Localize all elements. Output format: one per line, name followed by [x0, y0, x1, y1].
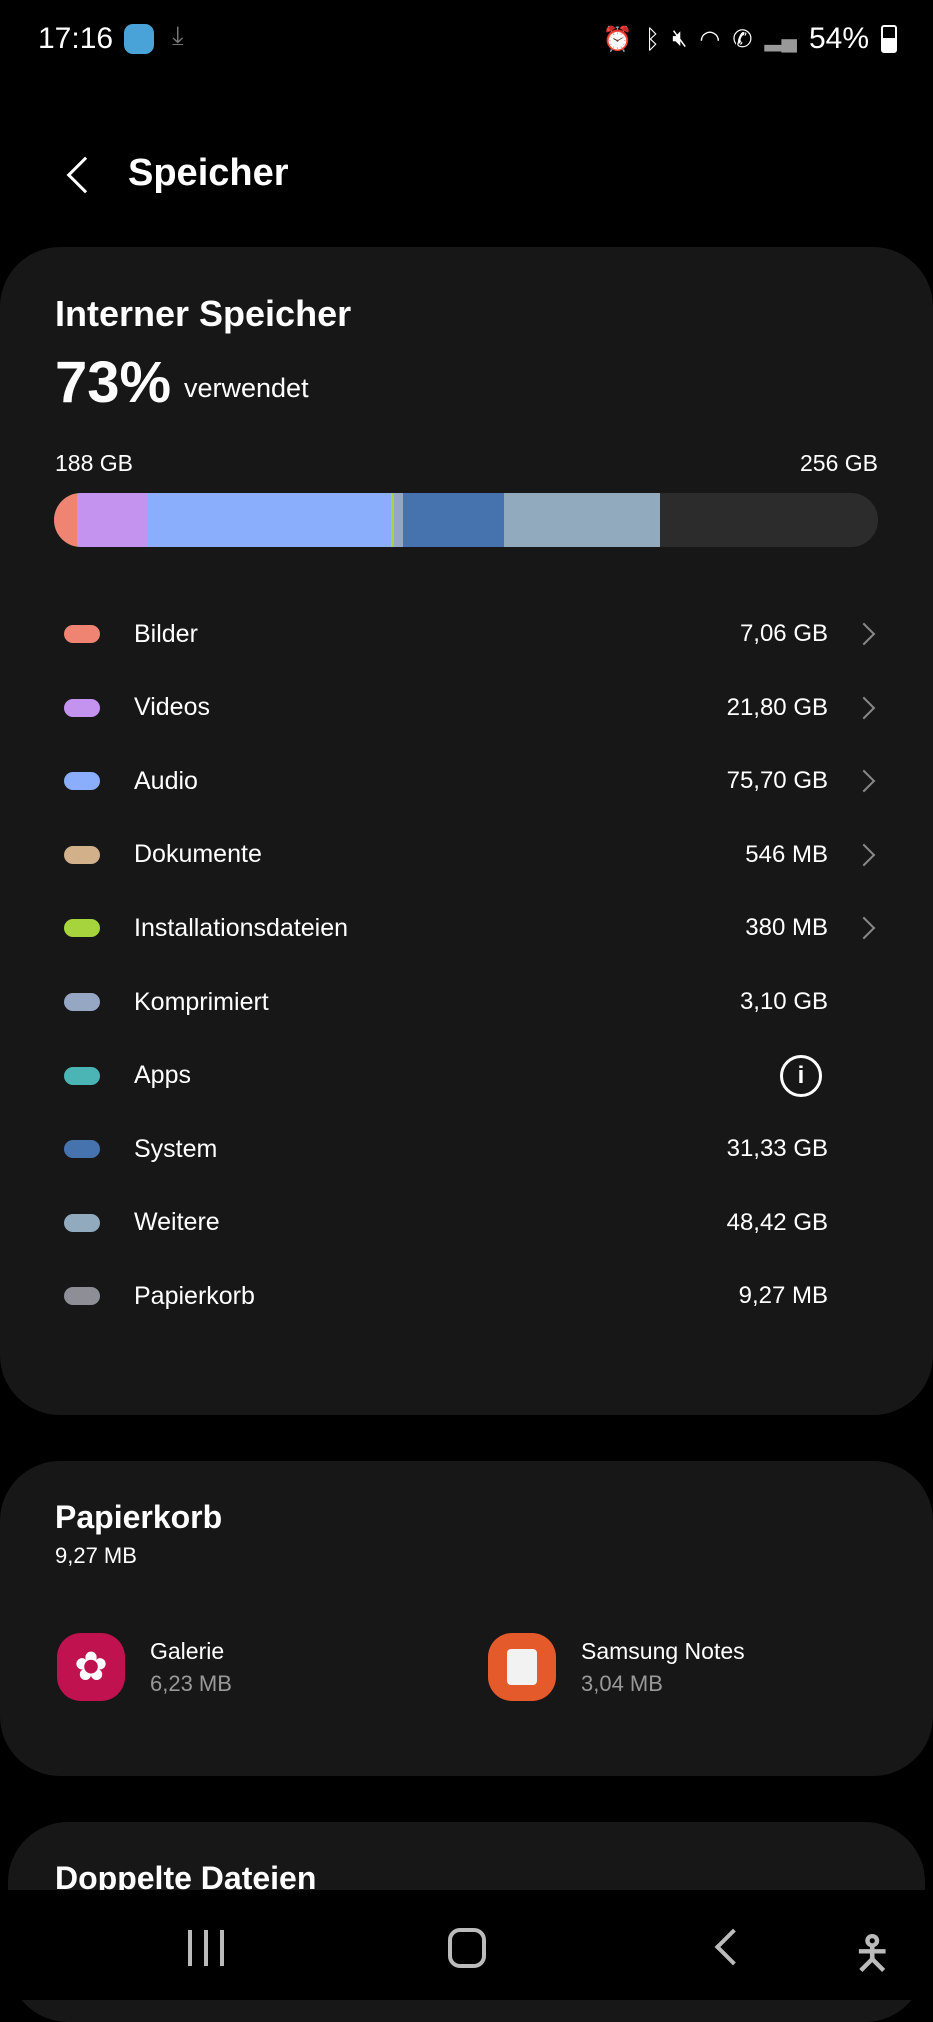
category-label: Apps	[134, 1061, 191, 1090]
notes-icon	[488, 1633, 556, 1701]
signal-icon: ▂▄	[764, 26, 797, 52]
trash-title: Papierkorb	[55, 1499, 222, 1536]
status-time: 17:16	[38, 22, 113, 56]
game-app-icon	[124, 24, 154, 54]
app-name: Galerie	[150, 1638, 232, 1665]
category-row-papierkorb: Papierkorb 9,27 MB	[0, 1266, 933, 1326]
category-label: System	[134, 1135, 217, 1164]
category-value: 380 MB	[745, 914, 828, 942]
category-value: 48,42 GB	[727, 1209, 828, 1237]
alarm-icon: ⏰	[603, 25, 633, 54]
wifi-icon: ◠	[699, 25, 720, 54]
category-label: Papierkorb	[134, 1282, 255, 1311]
category-label: Dokumente	[134, 840, 262, 869]
color-dot	[64, 1214, 100, 1232]
trash-size: 9,27 MB	[55, 1543, 137, 1569]
page-title: Speicher	[128, 152, 289, 195]
internal-storage-title: Interner Speicher	[55, 293, 351, 335]
category-row-apps[interactable]: Apps i	[0, 1046, 933, 1106]
category-row-weitere: Weitere 48,42 GB	[0, 1193, 933, 1253]
color-dot	[64, 1067, 100, 1085]
mute-icon: 🔇︎	[672, 25, 687, 53]
category-value: 31,33 GB	[727, 1135, 828, 1163]
category-value: 7,06 GB	[740, 620, 828, 648]
used-percent: 73%	[55, 349, 171, 416]
category-value: 75,70 GB	[727, 767, 828, 795]
chevron-right-icon	[853, 770, 876, 793]
status-bar: 17:16 ⤓ ⏰ ᛒ 🔇︎ ◠ ✆ ▂▄ 54%	[0, 18, 933, 62]
color-dot	[64, 1287, 100, 1305]
back-arrow-icon	[67, 157, 104, 194]
category-label: Bilder	[134, 620, 198, 649]
bar-segment-audio	[147, 493, 391, 547]
flower-icon: ✿	[57, 1633, 125, 1701]
category-row-audio[interactable]: Audio 75,70 GB	[0, 751, 933, 811]
wifi-call-icon: ✆	[732, 25, 752, 54]
chevron-right-icon	[853, 843, 876, 866]
bar-segment-videos	[77, 493, 147, 547]
storage-usage-bar	[54, 493, 878, 547]
back-icon[interactable]	[715, 1929, 752, 1966]
info-icon[interactable]: i	[780, 1055, 822, 1097]
bar-segment-weitere	[504, 493, 660, 547]
category-value: 3,10 GB	[740, 988, 828, 1016]
bluetooth-icon: ᛒ	[645, 24, 661, 55]
category-value: 9,27 MB	[739, 1282, 828, 1310]
color-dot	[64, 993, 100, 1011]
color-dot	[64, 625, 100, 643]
used-label: verwendet	[184, 373, 309, 404]
app-name: Samsung Notes	[581, 1638, 745, 1665]
category-label: Audio	[134, 767, 198, 796]
color-dot	[64, 699, 100, 717]
category-row-komprimiert: Komprimiert 3,10 GB	[0, 972, 933, 1032]
color-dot	[64, 846, 100, 864]
category-row-system: System 31,33 GB	[0, 1119, 933, 1179]
download-icon: ⤓	[172, 20, 184, 52]
category-label: Videos	[134, 693, 210, 722]
category-label: Installationsdateien	[134, 914, 348, 943]
home-icon[interactable]	[448, 1928, 486, 1968]
category-value: 546 MB	[745, 841, 828, 869]
recents-icon[interactable]	[188, 1930, 224, 1966]
accessibility-icon[interactable]: 🯅	[852, 1920, 892, 1998]
category-value: 21,80 GB	[727, 694, 828, 722]
category-row-bilder[interactable]: Bilder 7,06 GB	[0, 604, 933, 664]
trash-app-galerie[interactable]: ✿ Galerie 6,23 MB	[57, 1633, 232, 1701]
bar-segment-system	[403, 493, 504, 547]
app-size: 6,23 MB	[150, 1671, 232, 1697]
color-dot	[64, 919, 100, 937]
category-label: Weitere	[134, 1208, 220, 1237]
trash-app-samsung-notes[interactable]: Samsung Notes 3,04 MB	[488, 1633, 745, 1701]
chevron-right-icon	[853, 696, 876, 719]
category-label: Komprimiert	[134, 988, 269, 1017]
chevron-right-icon	[853, 623, 876, 646]
navigation-bar: 🯅	[0, 1890, 933, 2000]
category-row-videos[interactable]: Videos 21,80 GB	[0, 678, 933, 738]
total-amount: 256 GB	[800, 450, 878, 477]
back-button[interactable]	[62, 158, 96, 192]
bar-segment-komprimiert	[394, 493, 404, 547]
trash-card[interactable]: Papierkorb 9,27 MB ✿ Galerie 6,23 MB Sams…	[0, 1461, 933, 1776]
color-dot	[64, 772, 100, 790]
chevron-right-icon	[853, 917, 876, 940]
used-amount: 188 GB	[55, 450, 133, 477]
app-size: 3,04 MB	[581, 1671, 745, 1697]
category-row-installationsdateien[interactable]: Installationsdateien 380 MB	[0, 898, 933, 958]
battery-percent: 54%	[809, 22, 869, 56]
battery-icon	[881, 25, 897, 53]
category-row-dokumente[interactable]: Dokumente 546 MB	[0, 825, 933, 885]
color-dot	[64, 1140, 100, 1158]
